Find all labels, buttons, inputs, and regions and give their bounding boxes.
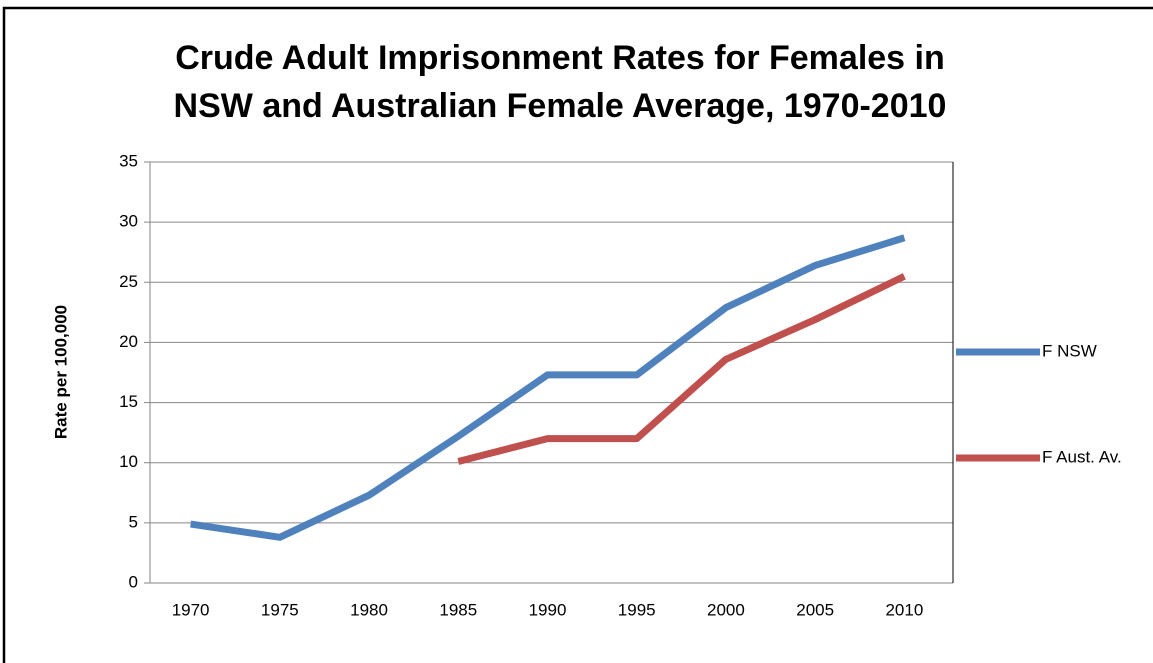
x-tick-label: 1995	[618, 600, 656, 619]
x-tick-label: 2005	[796, 600, 834, 619]
x-tick-label: 1970	[172, 600, 210, 619]
x-tick-label: 1990	[529, 600, 567, 619]
y-tick-label: 5	[129, 512, 138, 531]
x-tick-label: 1985	[439, 600, 477, 619]
y-tick-label: 0	[129, 572, 138, 591]
y-tick-label: 30	[119, 212, 138, 231]
x-tick-label: 1980	[350, 600, 388, 619]
series-line	[457, 273, 906, 465]
y-tick-label: 20	[119, 332, 138, 351]
chart-title: NSW and Australian Female Average, 1970-…	[174, 87, 947, 125]
legend-label: F NSW	[1042, 341, 1097, 360]
y-tick-label: 15	[119, 392, 138, 411]
legend-label: F Aust. Av.	[1042, 447, 1122, 466]
x-tick-label: 1975	[261, 600, 299, 619]
chart-frame	[2, 6, 1153, 663]
y-tick-label: 35	[119, 151, 138, 170]
y-tick-label: 25	[119, 272, 138, 291]
series-line	[190, 234, 906, 541]
x-tick-label: 2010	[885, 600, 923, 619]
x-tick-label: 2000	[707, 600, 745, 619]
chart-title: Crude Adult Imprisonment Rates for Femal…	[175, 39, 945, 77]
y-tick-label: 10	[119, 452, 138, 471]
y-axis-title: Rate per 100,000	[51, 305, 70, 439]
